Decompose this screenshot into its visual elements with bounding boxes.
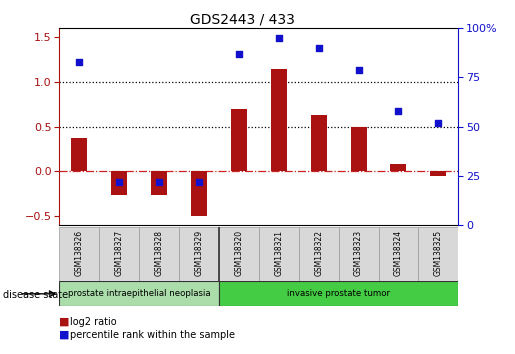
Bar (259, 227, 299, 281)
Text: GSM138321: GSM138321 (274, 230, 283, 276)
Bar (219, 227, 259, 281)
Bar (59, 281, 219, 306)
Bar (219, 281, 458, 306)
Text: GSM138326: GSM138326 (75, 230, 83, 276)
Text: GSM138329: GSM138329 (195, 230, 203, 276)
Bar (111, 171, 127, 195)
Point (394, 108, 403, 114)
Bar (379, 227, 418, 281)
Text: GSM138322: GSM138322 (314, 230, 323, 276)
Point (274, 35, 283, 41)
Bar (351, 126, 367, 171)
Point (155, 179, 163, 184)
Bar (299, 227, 339, 281)
Point (434, 120, 442, 125)
Text: ■: ■ (59, 330, 70, 339)
Text: GSM138324: GSM138324 (394, 230, 403, 276)
Text: GSM138328: GSM138328 (154, 230, 163, 276)
Bar (311, 115, 327, 171)
Bar (339, 227, 379, 281)
Point (115, 179, 123, 184)
Bar (431, 171, 447, 176)
Point (235, 51, 243, 57)
Text: GSM138323: GSM138323 (354, 230, 363, 276)
Bar (59, 227, 99, 281)
Bar (139, 227, 179, 281)
Bar (390, 164, 406, 171)
Bar (71, 138, 87, 171)
Point (315, 45, 323, 51)
Bar (418, 227, 458, 281)
Text: GSM138320: GSM138320 (234, 230, 243, 276)
Text: percentile rank within the sample: percentile rank within the sample (70, 330, 234, 339)
Point (354, 67, 363, 73)
Bar (191, 171, 207, 216)
Text: GSM138327: GSM138327 (115, 230, 124, 276)
Point (195, 179, 203, 184)
Text: disease state: disease state (3, 290, 67, 299)
Text: prostate intraepithelial neoplasia: prostate intraepithelial neoplasia (68, 289, 210, 298)
Text: invasive prostate tumor: invasive prostate tumor (287, 289, 390, 298)
Text: GSM138325: GSM138325 (434, 230, 443, 276)
Bar (231, 109, 247, 171)
Bar (271, 69, 287, 171)
Text: log2 ratio: log2 ratio (70, 317, 116, 327)
Bar (179, 227, 219, 281)
Text: GDS2443 / 433: GDS2443 / 433 (190, 12, 295, 27)
Bar (99, 227, 139, 281)
Point (75, 59, 83, 64)
Text: ■: ■ (59, 317, 70, 327)
Bar (151, 171, 167, 195)
